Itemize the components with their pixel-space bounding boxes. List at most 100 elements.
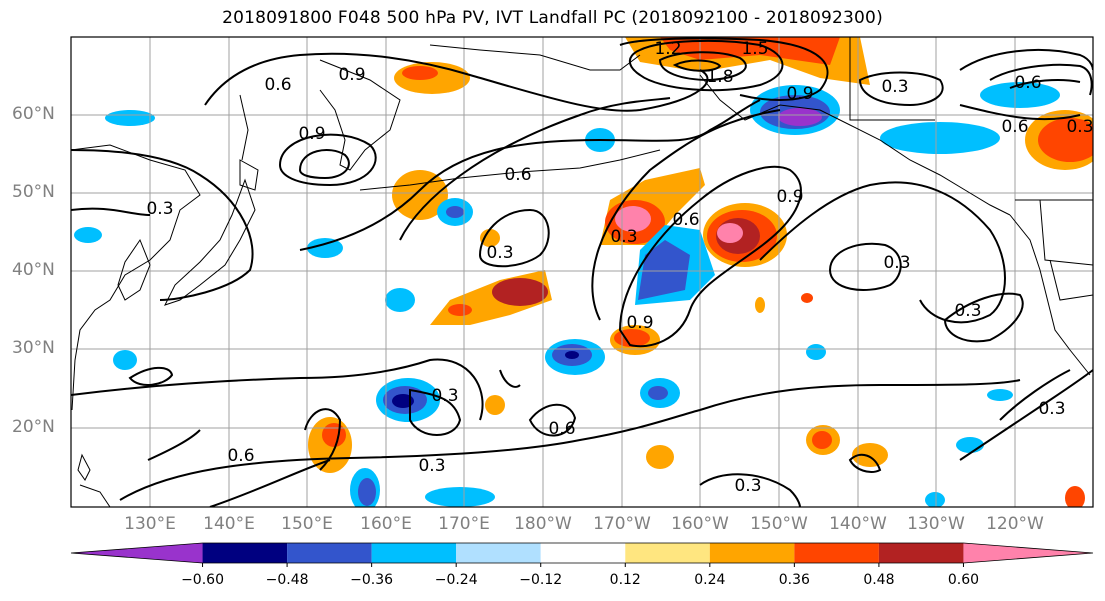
pv-blob	[565, 351, 579, 359]
contour-label: 0.3	[734, 476, 761, 496]
latitude-label: 40°N	[12, 260, 55, 280]
contour-line	[959, 49, 1093, 71]
contour-label: 0.3	[954, 301, 981, 321]
pv-blob	[485, 395, 505, 415]
colorbar-tick-label: 0.60	[947, 572, 980, 588]
chart-title: 2018091800 F048 500 hPa PV, IVT Landfall…	[222, 8, 883, 28]
latitude-label: 60°N	[12, 104, 55, 124]
pv-blob	[880, 122, 1000, 154]
pv-blob	[925, 492, 945, 507]
latitude-label: 20°N	[12, 417, 55, 437]
pv-blob	[852, 443, 888, 467]
contour-label: 0.3	[1038, 399, 1065, 419]
asia-coast	[71, 144, 201, 411]
colorbar-tick-label: −0.12	[519, 572, 563, 588]
contour-line	[204, 52, 709, 112]
pv-blob	[646, 445, 674, 469]
hokkaido-coast	[239, 159, 259, 191]
contour-line	[848, 453, 882, 473]
contour-label: 0.9	[338, 65, 365, 85]
pv-blob	[392, 394, 414, 408]
longitude-label: 160°E	[360, 514, 412, 534]
colorbar-swatch	[540, 543, 626, 563]
colorbar-tick-label: 0.24	[694, 572, 726, 588]
pv-blob	[425, 487, 495, 507]
pv-blob	[492, 278, 548, 306]
contour-line	[959, 104, 1081, 121]
pv-blob	[812, 431, 832, 449]
contour-line	[1009, 79, 1081, 89]
contour-line	[672, 59, 722, 72]
pv-blob	[392, 170, 448, 220]
pv-blob	[648, 386, 668, 400]
contour-line	[478, 208, 550, 268]
colorbar-tick-label: 0.36	[778, 572, 810, 588]
contour-line	[943, 292, 1024, 343]
colorbar-extend-min	[71, 543, 203, 563]
contour-line	[298, 149, 350, 180]
contour-label: 0.6	[227, 446, 254, 466]
alaska-coast	[699, 74, 1011, 216]
japan-coast	[164, 178, 256, 306]
north-america-coast	[1009, 214, 1091, 376]
longitude-label: 140°E	[203, 514, 255, 534]
contour-line	[959, 369, 1093, 461]
colorbar-extend-max	[963, 543, 1093, 563]
pv-blob	[1038, 118, 1093, 162]
longitude-label: 130°W	[907, 514, 965, 534]
aleutian-chain	[359, 149, 661, 191]
contour-label: 0.3	[610, 227, 637, 247]
colorbar-tick-label: −0.48	[265, 572, 309, 588]
pv-blob	[801, 293, 813, 303]
contour-label: 0.6	[264, 75, 291, 95]
contour-label: 0.3	[1066, 117, 1093, 137]
colorbar	[70, 542, 1094, 567]
contour-line	[128, 366, 174, 386]
pv-blob	[358, 478, 376, 506]
contour-label: 1.5	[741, 39, 768, 59]
contour-line	[499, 369, 521, 388]
longitude-label: 150°W	[750, 514, 808, 534]
latitude-label: 50°N	[12, 182, 55, 202]
contour-line	[999, 369, 1071, 421]
contour-line	[278, 133, 377, 187]
colorbar-swatch	[287, 543, 372, 563]
contour-line	[119, 409, 701, 501]
contour-label: 0.6	[548, 419, 575, 439]
colorbar-swatch	[794, 543, 879, 563]
contour-label: 0.3	[881, 77, 908, 97]
longitude-label: 160°W	[671, 514, 729, 534]
longitude-label: 120°W	[986, 514, 1044, 534]
contour-line	[989, 63, 1093, 96]
pv-blob	[448, 304, 472, 316]
contour-line	[71, 149, 254, 301]
contour-label: 0.6	[504, 165, 531, 185]
pv-blob	[480, 229, 500, 247]
taiwan-coast	[77, 453, 91, 481]
contour-label: 1.8	[706, 67, 733, 87]
longitude-label: 130°E	[124, 514, 176, 534]
contour-line	[699, 473, 801, 507]
contour-label: 0.3	[431, 386, 458, 406]
colorbar-tick-label: −0.24	[434, 572, 478, 588]
contour-label: 0.9	[626, 313, 653, 333]
pv-blob	[74, 227, 102, 243]
coastlines	[71, 37, 1093, 507]
contour-line	[399, 97, 671, 241]
longitude-label: 150°E	[281, 514, 333, 534]
contour-line	[628, 39, 784, 92]
contour-line	[658, 51, 747, 82]
map-frame	[70, 36, 1094, 508]
contour-line	[619, 37, 829, 101]
sakhalin-coast	[239, 94, 249, 161]
longitude-label: 140°W	[829, 514, 887, 534]
pv-blob	[385, 288, 415, 312]
contour-line	[759, 181, 1006, 324]
pv-blob	[987, 389, 1013, 401]
pv-blob	[778, 108, 822, 126]
pv-blob	[105, 110, 155, 126]
contour-line	[528, 403, 577, 437]
longitude-label: 170°E	[438, 514, 490, 534]
pv-blob	[956, 437, 984, 453]
pv-blob	[402, 66, 438, 80]
